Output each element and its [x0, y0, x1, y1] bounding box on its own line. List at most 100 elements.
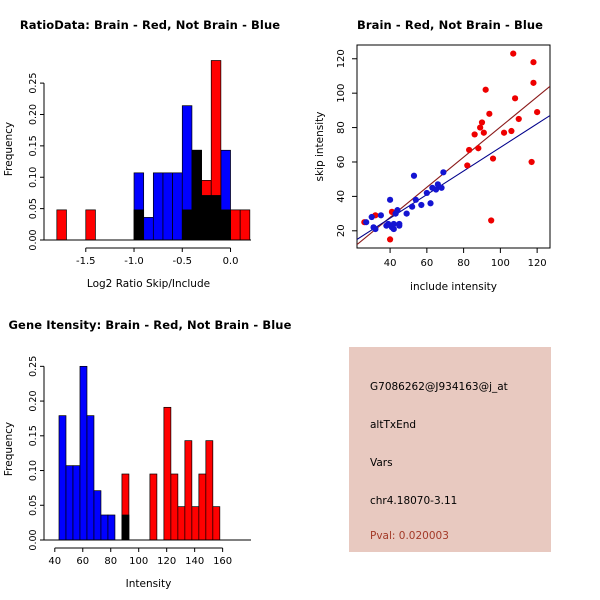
histogram-bar [184, 440, 193, 541]
scatter-point [394, 207, 401, 214]
histogram-bar [107, 514, 116, 541]
histogram-bar [239, 209, 251, 241]
histogram-bar [86, 415, 95, 541]
y-tick-label: 100 [336, 84, 347, 103]
x-tick-label: 120 [157, 556, 176, 567]
histogram-bar [230, 209, 241, 241]
gene-name-text: Vars [370, 457, 393, 469]
y-axis-label: skip intensity [314, 112, 326, 182]
y-tick-label: 60 [336, 156, 347, 169]
histogram-bar [162, 172, 173, 241]
scatter-point [510, 50, 517, 57]
scatter-point [409, 203, 416, 210]
histogram-bar [152, 172, 164, 241]
x-tick-label: 40 [384, 258, 397, 269]
x-axis-label: Intensity [126, 578, 172, 590]
x-tick-label: 100 [491, 258, 510, 269]
scatter-point [368, 213, 375, 221]
scatter-point [438, 184, 445, 191]
y-tick-label: 120 [336, 49, 347, 68]
scatter-point [403, 210, 410, 217]
scatter-point [418, 201, 425, 209]
plot-frame [356, 44, 551, 249]
scatter-point [412, 196, 419, 203]
histogram-bar [143, 217, 154, 241]
scatter-point [530, 79, 537, 86]
y-tick-label: 0.20 [28, 390, 39, 411]
histogram-bar [133, 172, 145, 241]
scatter-point [471, 131, 478, 138]
ratio-histogram-panel: RatioData: Brain - Red, Not Brain - Blue… [0, 0, 300, 300]
ratio-histogram-plot: 0.00 0.05 0.10 0.15 0.20 0.25 -1.5 -1.0 -0.5 0.0 L… [3, 60, 251, 290]
histogram-bar [163, 406, 172, 541]
scatter-point [508, 127, 515, 135]
histogram-bar [191, 149, 202, 241]
y-tick-label: 40 [336, 190, 347, 203]
locus-text: chr4.18070-3.11 [370, 495, 458, 507]
scatter-point [482, 86, 489, 93]
y-tick-label: 0.15 [28, 135, 39, 156]
scatter-point [377, 212, 384, 219]
histogram-bar [220, 149, 231, 241]
x-tick-label: -1.5 [76, 256, 96, 267]
event-type-text: altTxEnd [370, 419, 417, 431]
gene-intensity-histogram-plot: 0.00 0.05 0.10 0.15 0.20 0.25 40 60 80 100 120 140 1… [3, 356, 251, 590]
x-tick-label: 60 [420, 258, 433, 269]
y-tick-label: 0.10 [28, 460, 39, 481]
y-tick-label: 0.25 [28, 356, 39, 377]
scatter-point [528, 158, 535, 166]
scatter-point [440, 169, 447, 176]
scatter-point [390, 225, 397, 233]
scatter-point [410, 172, 418, 179]
y-tick-label: 0.10 [28, 167, 39, 188]
histogram-bar [172, 172, 183, 241]
y-axis-label: Frequency [3, 122, 15, 176]
x-tick-label: -0.5 [173, 256, 193, 267]
histogram-bar [210, 195, 222, 241]
histogram-bar [79, 365, 88, 541]
y-tick-label: 0.15 [28, 425, 39, 446]
x-tick-label: -1.0 [124, 256, 144, 267]
y-tick-label: 0.20 [28, 104, 39, 125]
scatter-point [423, 189, 430, 197]
y-tick-label: 0.00 [28, 229, 39, 250]
histogram-bar [181, 105, 193, 241]
histogram-bar [121, 473, 130, 541]
histogram-bar [65, 465, 74, 541]
histogram-bar [58, 415, 67, 541]
scatter-panel: Brain - Red, Not Brain - Blue 40 60 80 100 1… [300, 0, 600, 300]
scatter-point [515, 115, 522, 123]
gene-intensity-histogram-title: Gene Itensity: Brain - Red, Not Brain - … [8, 318, 292, 332]
scatter-plot: 40 60 80 100 120 20 40 60 80 100 120 include intens… [314, 44, 551, 293]
histogram-bar [100, 514, 109, 541]
annotation-box: G7086262@J934163@j_at altTxEnd Vars chr4… [349, 347, 551, 552]
annotation-panel: G7086262@J934163@j_at altTxEnd Vars chr4… [300, 300, 600, 600]
histogram-bar [93, 490, 102, 541]
scatter-title: Brain - Red, Not Brain - Blue [356, 18, 544, 32]
x-tick-label: 40 [48, 556, 61, 567]
y-tick-label: 80 [336, 121, 347, 134]
histogram-bar [191, 506, 200, 541]
histogram-bar [198, 473, 207, 541]
scatter-point [489, 155, 497, 162]
scatter-point [500, 129, 508, 136]
y-tick-label: 0.00 [28, 529, 39, 550]
x-axis-label: include intensity [410, 281, 497, 293]
y-tick-label: 0.05 [28, 495, 39, 516]
pval-text: Pval: 0.020003 [370, 530, 449, 542]
scatter-point [534, 108, 541, 116]
scatter-point [372, 225, 379, 233]
probe-id-text: G7086262@J934163@j_at [370, 381, 508, 393]
y-tick-label: 0.05 [28, 198, 39, 219]
gene-intensity-histogram-panel: Gene Itensity: Brain - Red, Not Brain - … [0, 300, 300, 600]
y-axis-label: Frequency [3, 422, 15, 476]
histogram-bar [205, 440, 214, 541]
scatter-point [390, 220, 397, 228]
scatter-point [396, 220, 403, 228]
scatter-point [432, 186, 440, 193]
scatter-point [480, 129, 487, 136]
scatter-point [466, 146, 473, 154]
x-axis-label: Log2 Ratio Skip/Include [87, 278, 210, 290]
histogram-bar [177, 506, 186, 541]
ratio-histogram-title: RatioData: Brain - Red, Not Brain - Blue [19, 18, 281, 32]
